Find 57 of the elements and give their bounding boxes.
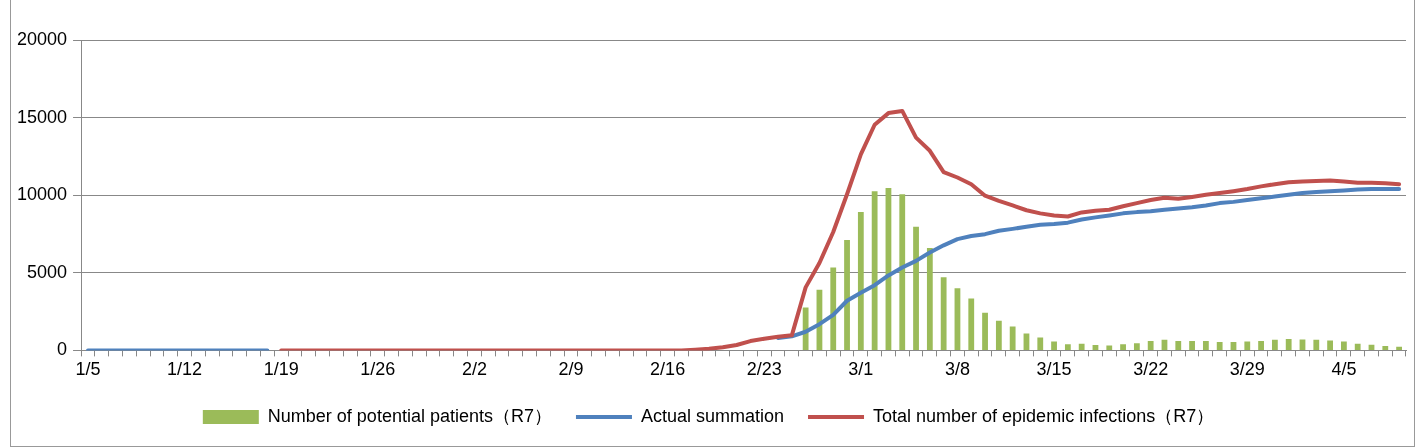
bar xyxy=(1396,346,1402,350)
bar xyxy=(1064,344,1071,350)
x-tick-label: 2/23 xyxy=(746,359,782,380)
x-tick-label: 3/15 xyxy=(1036,359,1072,380)
x-tick-label: 1/19 xyxy=(263,359,299,380)
bar xyxy=(940,277,947,350)
x-tick-label: 3/22 xyxy=(1133,359,1169,380)
bar xyxy=(1106,345,1113,350)
bar xyxy=(1299,339,1306,350)
x-tick-label: 2/16 xyxy=(650,359,686,380)
bar xyxy=(913,226,919,350)
x-tick-label: 1/12 xyxy=(167,359,203,380)
bar xyxy=(1051,341,1057,350)
bar xyxy=(1244,341,1251,350)
x-tick-label: 4/5 xyxy=(1331,359,1357,380)
bar xyxy=(1009,326,1016,350)
bar xyxy=(1120,344,1126,350)
bar xyxy=(1285,338,1292,350)
bar xyxy=(926,247,933,350)
bar xyxy=(1133,343,1140,350)
bar xyxy=(830,267,837,350)
bar xyxy=(1147,341,1154,350)
bar xyxy=(1354,343,1361,350)
legend-label: Actual summation xyxy=(640,405,785,426)
bar xyxy=(1271,339,1278,350)
y-tick-label: 20000 xyxy=(16,28,68,49)
bar xyxy=(1341,341,1347,350)
bar xyxy=(1037,337,1044,350)
bar xyxy=(982,312,988,350)
x-tick-label: 1/26 xyxy=(360,359,396,380)
x-tick-label: 2/9 xyxy=(558,359,584,380)
y-tick-label: 15000 xyxy=(16,106,68,127)
x-tick-label: 2/2 xyxy=(461,359,487,380)
bar xyxy=(995,320,1002,350)
bar xyxy=(844,240,850,350)
bar xyxy=(1313,339,1320,350)
x-tick-label: 3/1 xyxy=(848,359,874,380)
bar xyxy=(1175,341,1182,350)
bar xyxy=(899,194,906,350)
bar xyxy=(968,298,975,350)
bar xyxy=(1202,341,1209,350)
bar xyxy=(1382,345,1389,350)
legend-label: Total number of epidemic infections（R7） xyxy=(873,405,1215,426)
bar xyxy=(1327,340,1333,350)
bar xyxy=(1078,343,1085,350)
y-tick-label: 5000 xyxy=(27,261,68,282)
y-tick-label: 0 xyxy=(57,339,68,360)
bar xyxy=(871,191,878,350)
x-tick-label: 1/5 xyxy=(75,359,101,380)
bar xyxy=(857,212,864,350)
legend-label: Number of potential patients（R7） xyxy=(267,405,552,426)
x-tick-label: 3/8 xyxy=(944,359,970,380)
bar xyxy=(1216,342,1223,350)
y-tick-label: 10000 xyxy=(16,184,68,205)
bar xyxy=(1258,341,1264,350)
x-tick-label: 3/29 xyxy=(1229,359,1265,380)
bar xyxy=(1189,341,1195,350)
